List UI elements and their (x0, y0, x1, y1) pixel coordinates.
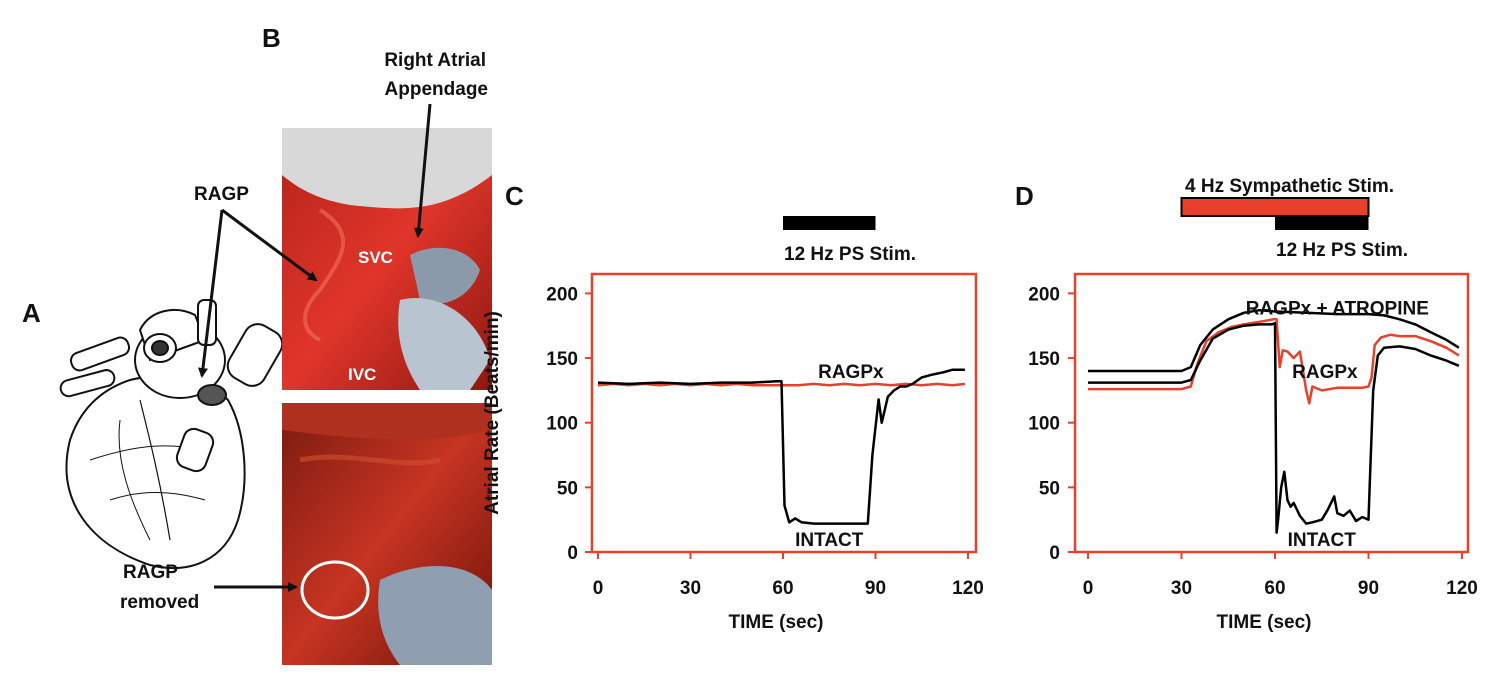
chart-frame (1073, 272, 1470, 554)
annotations: RAGPx INTACT (795, 362, 884, 551)
stim-bar (1275, 216, 1369, 230)
y-tick-label: 150 (546, 349, 578, 370)
x-tick-label: 120 (952, 578, 984, 599)
arrow-appendage (413, 103, 432, 238)
series-annotation: RAGPx + ATROPINE (1246, 299, 1429, 320)
label-appendage-line2: Appendage (385, 79, 488, 100)
panel-letter-d: D (1015, 181, 1034, 211)
photo-removed (282, 403, 492, 665)
x-axis-title: TIME (sec) (728, 612, 823, 633)
chart-frame (590, 272, 978, 554)
y-tick-label: 200 (546, 284, 578, 305)
stim-bar (783, 216, 876, 230)
axis-ticks: 0 30 60 90 120 0 50 100 150 200 (546, 284, 984, 599)
y-tick-label: 0 (567, 543, 578, 564)
x-tick-label: 120 (1446, 578, 1478, 599)
panel-letter-c: C (505, 181, 524, 211)
panel-a: A (22, 298, 284, 569)
heart-illustration (59, 299, 284, 569)
panel-letter-b: B (262, 23, 281, 53)
series-lines (597, 368, 966, 525)
series-line (1088, 308, 1460, 373)
stim-bar-label: 12 Hz PS Stim. (784, 244, 916, 265)
photo-intact: SVC IVC (282, 128, 492, 390)
stim-bar-label: 4 Hz Sympathetic Stim. (1185, 176, 1394, 197)
label-ragp-removed-line2: removed (120, 592, 199, 613)
annotations: RAGPx + ATROPINE RAGPx INTACT (1246, 299, 1429, 551)
series-annotation: INTACT (1288, 530, 1357, 551)
label-appendage-line1: Right Atrial (384, 50, 486, 71)
stim-bar (1180, 197, 1370, 217)
label-ragp-removed-line1: RAGP (123, 562, 178, 583)
arrow-ragp-photo (221, 208, 318, 282)
y-tick-label: 50 (1039, 478, 1060, 499)
x-tick-label: 30 (680, 578, 701, 599)
x-tick-label: 0 (593, 578, 604, 599)
x-tick-label: 30 (1171, 578, 1192, 599)
series-annotation: RAGPx (1292, 362, 1358, 383)
x-axis-title: TIME (sec) (1216, 612, 1311, 633)
y-tick-label: 50 (557, 478, 578, 499)
y-tick-label: 100 (1028, 414, 1060, 435)
label-ivc: IVC (348, 365, 376, 384)
panel-letter-a: A (22, 298, 41, 328)
stim-bars: 4 Hz Sympathetic Stim. 12 Hz PS Stim. (1180, 176, 1408, 261)
series-lines (1088, 308, 1460, 534)
label-svc: SVC (358, 248, 393, 267)
axis-ticks: 0 30 60 90 120 0 50 100 150 200 (1028, 284, 1478, 599)
stim-bar-label: 12 Hz PS Stim. (1276, 240, 1408, 261)
y-tick-label: 150 (1028, 349, 1060, 370)
arrow-ragp-heart (197, 209, 224, 378)
panel-d-chart: D 4 Hz Sympathetic Stim. 12 Hz PS Stim. 0… (1015, 176, 1478, 633)
stim-bars: 12 Hz PS Stim. (783, 216, 916, 265)
series-line (1088, 318, 1460, 405)
x-tick-label: 90 (1358, 578, 1379, 599)
x-tick-label: 60 (772, 578, 793, 599)
series-line (597, 382, 966, 387)
y-axis-title: Atrial Rate (Beats/min) (482, 311, 503, 515)
x-tick-label: 90 (865, 578, 886, 599)
label-ragp: RAGP (194, 184, 249, 205)
series-line (1088, 321, 1460, 534)
y-tick-label: 0 (1049, 543, 1060, 564)
y-tick-label: 100 (546, 414, 578, 435)
series-annotation: RAGPx (818, 362, 884, 383)
removal-site-circle (300, 560, 370, 620)
x-tick-label: 0 (1083, 578, 1094, 599)
y-tick-label: 200 (1028, 284, 1060, 305)
x-tick-label: 60 (1264, 578, 1285, 599)
panel-b: B SVC IVC Right Atrial Appendage RAGP RA… (120, 23, 492, 665)
panel-c-chart: C 12 Hz PS Stim. 0 30 60 90 120050100150200 … (482, 181, 984, 633)
series-annotation: INTACT (795, 530, 864, 551)
series-line (597, 368, 965, 525)
